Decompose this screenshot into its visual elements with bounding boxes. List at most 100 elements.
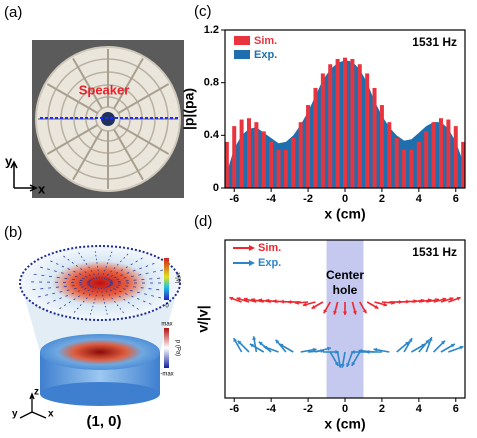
bar xyxy=(409,149,414,188)
field-arrow xyxy=(140,257,143,260)
field-arrow xyxy=(107,273,109,276)
legend-label: Sim. xyxy=(254,35,277,47)
field-arrow xyxy=(108,294,111,296)
field-arrow xyxy=(111,297,113,300)
arrow xyxy=(336,351,342,368)
arrow-head xyxy=(265,298,270,303)
legend-swatch xyxy=(234,36,250,45)
arrow xyxy=(279,343,294,353)
bar xyxy=(379,105,384,188)
field-arrow xyxy=(67,258,70,261)
field-arrow xyxy=(123,298,126,301)
arrow-head xyxy=(441,340,445,345)
arrow-head xyxy=(251,297,255,303)
field-arrow xyxy=(73,287,77,290)
panel-label: (d) xyxy=(194,213,212,230)
velocity-field xyxy=(31,251,169,315)
bar xyxy=(402,149,407,188)
arrow-head xyxy=(327,346,331,351)
field-arrow xyxy=(145,265,149,267)
field-arrow xyxy=(126,253,129,256)
axis-label: x xyxy=(38,181,46,196)
arrow xyxy=(448,296,461,303)
bar xyxy=(387,122,392,188)
field-arrow xyxy=(63,255,66,258)
field-arrow xyxy=(160,269,164,272)
field-arrow xyxy=(119,307,122,310)
arrow xyxy=(342,302,348,315)
field-arrow xyxy=(73,298,76,301)
field-arrow xyxy=(119,290,122,293)
bar xyxy=(283,149,288,188)
arrow xyxy=(346,351,354,368)
field-arrow xyxy=(139,267,142,270)
arrow-head xyxy=(449,297,454,302)
field-arrow xyxy=(84,271,87,274)
x-axis-label: x (cm) xyxy=(324,416,365,432)
velocity-disk xyxy=(19,245,181,321)
field-arrow xyxy=(103,287,105,289)
field-arrow xyxy=(82,292,85,295)
field-arrow xyxy=(77,290,81,293)
field-arrow xyxy=(114,300,116,303)
field-arrow xyxy=(93,273,95,276)
field-arrow xyxy=(131,295,134,298)
bar xyxy=(461,141,466,188)
arrow-head xyxy=(373,347,378,352)
field-arrow xyxy=(78,273,82,276)
spoke xyxy=(113,128,144,181)
bar xyxy=(453,126,458,188)
field-arrow xyxy=(47,268,50,271)
arrow-head xyxy=(249,343,254,348)
arrow-head xyxy=(280,299,284,304)
legend-arrow-head xyxy=(249,245,255,251)
field-arrow xyxy=(63,304,67,307)
center-band xyxy=(326,240,364,398)
arrow xyxy=(263,345,279,353)
field-arrow xyxy=(110,274,114,277)
bar xyxy=(394,137,399,188)
colorbar-label: v/|v| xyxy=(174,273,180,284)
field-arrow xyxy=(158,296,162,299)
field-arrow xyxy=(83,259,85,262)
field-arrow xyxy=(151,295,154,297)
arrow xyxy=(425,336,433,353)
arrow xyxy=(229,296,242,303)
field-arrow xyxy=(67,274,71,276)
arrow-head xyxy=(287,299,292,305)
field-arrow xyxy=(68,301,71,304)
bar xyxy=(424,131,429,188)
field-arrow xyxy=(116,304,119,307)
bar xyxy=(335,58,340,188)
arrow-head xyxy=(362,309,367,314)
field-arrow xyxy=(148,302,152,305)
bar xyxy=(320,73,325,188)
arrow xyxy=(333,301,339,315)
bar xyxy=(328,64,333,188)
bar xyxy=(357,64,362,188)
panel-label: (a) xyxy=(4,4,22,21)
arrow xyxy=(258,298,272,303)
bar xyxy=(306,105,311,188)
field-arrow xyxy=(92,286,95,289)
field-arrow xyxy=(88,279,92,282)
arrow-head xyxy=(334,361,339,366)
field-arrow xyxy=(76,307,79,310)
axis-label: y xyxy=(5,153,13,168)
field-arrow xyxy=(59,291,63,293)
arrow xyxy=(236,297,250,303)
field-arrow xyxy=(105,290,108,293)
arrow-head xyxy=(346,363,351,368)
arrow-head xyxy=(450,343,455,348)
arrow xyxy=(374,301,388,307)
field-arrow xyxy=(106,262,109,265)
field-arrow xyxy=(138,274,142,276)
field-arrow xyxy=(89,285,93,288)
arrow-head xyxy=(311,305,316,309)
field-arrow xyxy=(71,261,74,264)
bar xyxy=(291,137,296,188)
arrow-head xyxy=(236,297,241,302)
field-arrow xyxy=(46,302,50,304)
arrow-head xyxy=(263,345,268,350)
spoke xyxy=(113,57,144,110)
